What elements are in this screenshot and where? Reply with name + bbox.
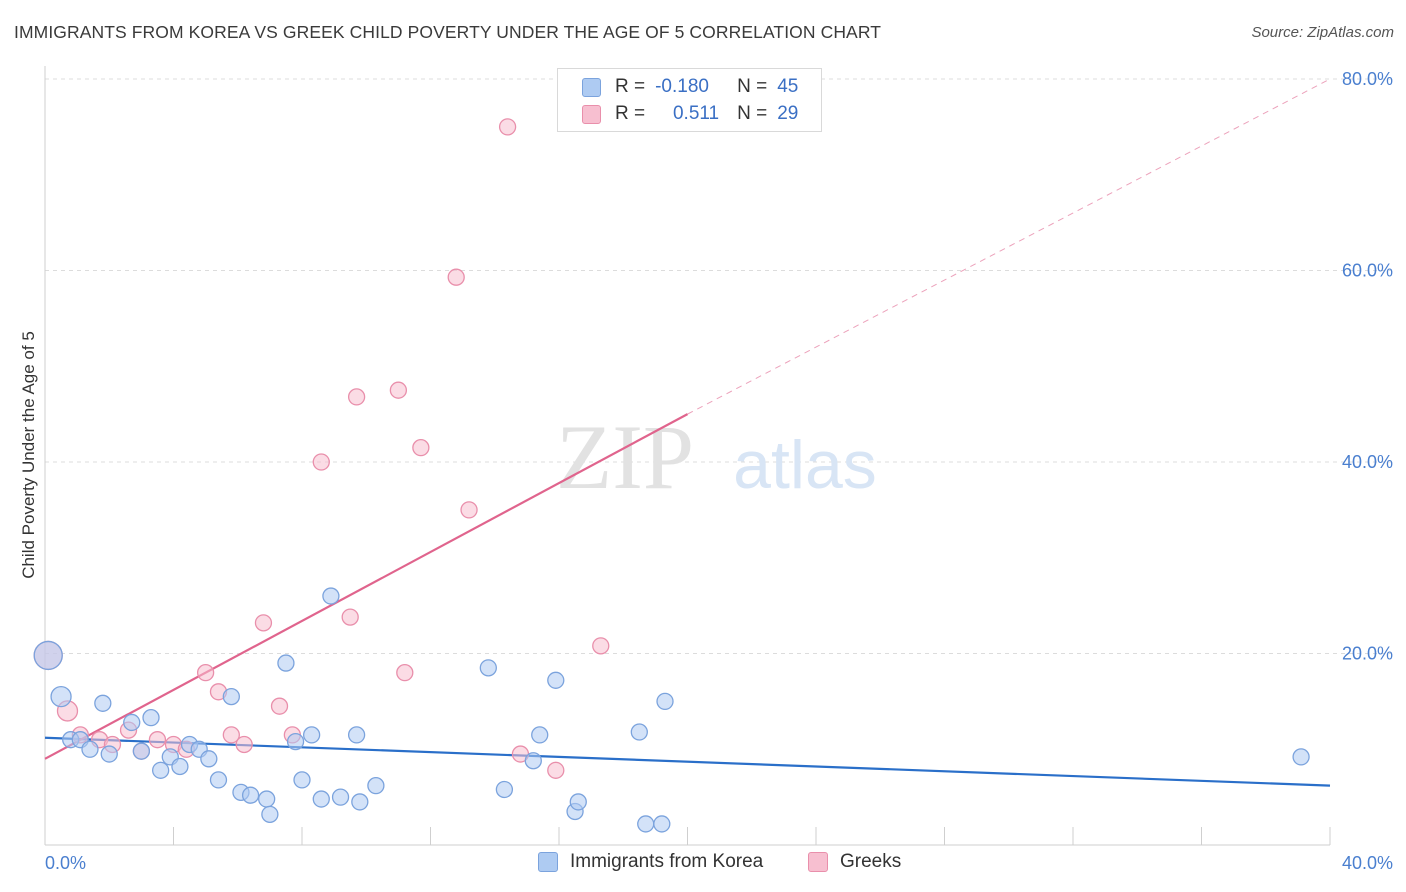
data-points [33,118,1310,833]
legend-r-value: 0.511 [672,103,720,124]
greek-point [592,637,610,655]
series-legend: Immigrants from Korea Greeks [0,851,1406,879]
legend-item-korea[interactable]: Immigrants from Korea [538,851,763,873]
y-tick-label: 40.0% [1342,452,1393,472]
greek-point [389,381,408,399]
chart-title: IMMIGRANTS FROM KOREA VS GREEK CHILD POV… [14,22,882,42]
korea-point [171,757,189,776]
korea-swatch [582,77,601,97]
korea-point [258,790,276,808]
watermark-atlas: atlas [733,427,877,503]
tick-labels: 20.0% 40.0% 60.0% 80.0% 0.0% 40.0% [45,69,1393,873]
korea-point [312,790,330,808]
korea-point [495,780,514,799]
korea-point [302,726,321,744]
korea-point [367,776,385,795]
greeks-swatch [808,852,828,872]
greek-point [235,735,253,754]
greek-point [498,118,517,136]
korea-point [151,761,170,779]
x-tick-label: 0.0% [45,853,86,873]
korea-point [524,752,542,770]
greek-point [460,501,478,519]
y-tick-label: 20.0% [1342,644,1393,664]
greek-point [312,453,330,471]
korea-point [209,771,228,789]
greek-point [547,761,565,779]
korea-point [351,793,369,811]
correlation-legend: R = -0.180 N = 45 R = 0.511 N = 29 [557,68,822,132]
legend-row-greeks: R = 0.511 N = 29 [582,101,798,127]
greek-point [341,608,359,626]
korea-point [100,745,118,763]
korea-point [531,726,549,744]
korea-swatch [538,852,558,872]
greeks-swatch [582,104,601,124]
korea-point [277,654,295,672]
greek-point [254,614,273,632]
grid-lines [45,78,1392,654]
greek-point [196,664,215,682]
y-tick-label: 60.0% [1342,261,1393,281]
korea-point [33,640,63,671]
greek-point [347,388,366,406]
greek-trend-line [44,413,689,760]
korea-point [261,805,279,824]
korea-point [479,659,497,677]
korea-point [142,709,160,727]
korea-point [322,587,340,605]
korea-point [286,732,305,751]
trend-lines [44,78,1331,787]
korea-point [331,788,350,806]
legend-r-label: R = [615,76,646,97]
greek-point [412,438,430,457]
legend-n-value: 29 [777,103,799,124]
korea-trend-line [44,736,1331,787]
legend-row-korea: R = -0.180 N = 45 [582,74,798,100]
greek-point [222,726,240,744]
korea-point [123,713,141,732]
korea-point [656,692,674,711]
y-tick-label: 80.0% [1342,69,1393,89]
korea-point [293,771,311,789]
korea-point [50,685,72,708]
legend-korea-label: Immigrants from Korea [570,851,764,872]
korea-point [547,671,565,689]
legend-n-label: N = [737,103,768,124]
korea-point [222,687,240,706]
korea-point [637,815,655,833]
korea-point [569,793,587,811]
greek-point [148,731,167,749]
korea-point [630,723,648,741]
korea-point [1292,748,1310,766]
legend-n-label: N = [737,76,768,97]
korea-point [81,740,99,758]
greek-point [447,268,465,286]
x-tick-label: 40.0% [1342,853,1393,873]
legend-n-value: 45 [777,76,799,97]
legend-greeks-label: Greeks [840,851,902,872]
korea-point [347,726,366,744]
korea-point [241,786,260,804]
legend-r-label: R = [615,103,646,124]
y-axis-label: Child Poverty Under the Age of 5 [19,331,38,579]
source-label: Source: ZipAtlas.com [1251,24,1394,41]
greek-point [396,664,414,682]
axes [44,66,1331,846]
greek-point [270,697,289,715]
korea-point [94,694,112,712]
legend-item-greeks[interactable]: Greeks [808,851,901,873]
korea-point [200,750,218,768]
korea-point [132,742,151,760]
legend-r-value: -0.180 [655,76,709,97]
korea-point [653,815,671,833]
